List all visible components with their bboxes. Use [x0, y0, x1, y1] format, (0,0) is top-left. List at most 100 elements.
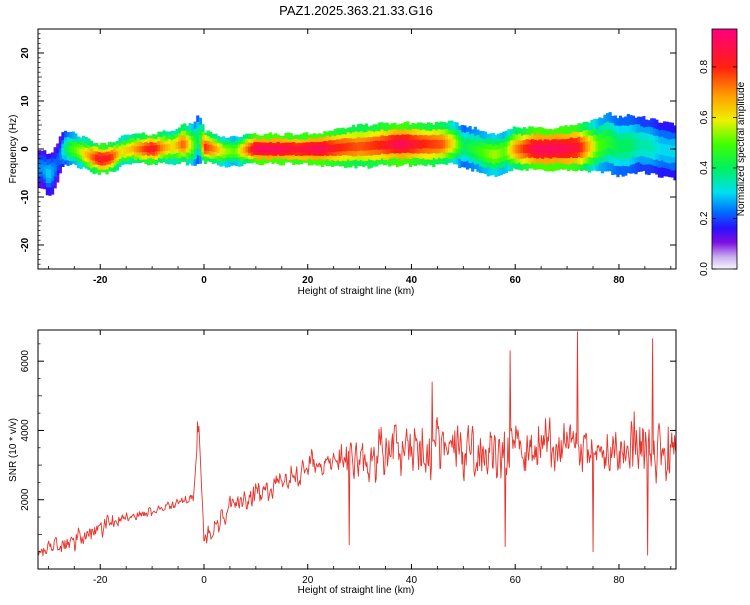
- spectrogram-cell: [351, 142, 355, 151]
- spectrogram-cell: [427, 139, 431, 149]
- spectrogram-cell: [235, 148, 239, 155]
- colorbar-frame: [711, 28, 738, 270]
- snr-panel: -20 0 20 40 60 80 2000 4000 6000 Height of stra…: [8, 329, 677, 596]
- spectrogram-cell: [577, 142, 581, 153]
- spectrogram-cell: [126, 147, 130, 154]
- spectrogram-cell: [346, 142, 350, 151]
- colorbar-gradient: [712, 29, 737, 269]
- spectrogram-cell: [227, 148, 231, 155]
- spectrogram-cell: [76, 147, 81, 155]
- snr-x-tick-label: 80: [613, 575, 625, 586]
- colorbar-ticks: 0.0 0.2 0.4 0.6 0.8: [699, 60, 737, 276]
- spectrogram-cell: [429, 139, 433, 149]
- spectrogram-cell: [144, 145, 148, 152]
- spectrogram-cell: [631, 138, 636, 151]
- spectrogram-cell: [486, 149, 490, 158]
- spectrogram-cell: [102, 155, 107, 162]
- spectrogram-cell: [159, 144, 164, 152]
- spectrogram-cell: [593, 141, 597, 152]
- spectrogram-cell: [133, 146, 138, 153]
- spectrogram-cell: [574, 142, 579, 153]
- spectrogram-cell: [603, 137, 607, 150]
- spectrogram-cell: [206, 144, 210, 152]
- spectrogram-cell: [489, 149, 493, 159]
- spectrogram-cell: [559, 144, 563, 154]
- spectrogram-cell: [281, 146, 285, 153]
- spectrogram-cell: [525, 144, 529, 153]
- spectrogram-cell: [533, 144, 537, 154]
- spectrogram-cell: [458, 140, 462, 150]
- spectrogram-x-axis: -20 0 20 40 60 80: [47, 29, 672, 286]
- spectrogram-cell: [165, 144, 169, 151]
- spectrogram-cell: [515, 144, 519, 154]
- spectrogram-cell: [45, 169, 49, 178]
- spectrogram-cell: [152, 145, 156, 153]
- spectrogram-cell: [315, 145, 319, 153]
- spectrogram-cell: [663, 144, 667, 156]
- spectrogram-cell: [141, 146, 145, 153]
- spectrogram-cell: [310, 145, 314, 152]
- snr-x-tick-label: 40: [406, 575, 418, 586]
- spectrogram-cell: [149, 145, 153, 152]
- colorbar-tick-label: 0.2: [699, 211, 710, 225]
- spectrogram-cell: [40, 164, 44, 173]
- spectrogram-cell: [245, 146, 249, 153]
- spectrogram-cell: [626, 139, 630, 152]
- spectrogram-cell: [624, 139, 628, 152]
- spectrogram-cell: [582, 141, 586, 152]
- spectrogram-cell: [336, 143, 340, 152]
- spectrogram-cell: [362, 142, 366, 151]
- spectrogram-cell: [551, 144, 555, 154]
- spectrogram-cell: [564, 144, 568, 154]
- spectrogram-cell: [380, 140, 384, 150]
- snr-x-tick-label: 60: [510, 575, 522, 586]
- spectrogram-cell: [338, 143, 343, 152]
- spectrogram-cell: [460, 141, 464, 151]
- spectrogram-cell: [535, 144, 540, 154]
- spectrogram-cell: [240, 147, 244, 154]
- spectrogram-cell: [74, 146, 78, 154]
- spectrogram-cell: [344, 143, 348, 152]
- spectrogram-cell: [232, 148, 236, 155]
- spectrogram-cell: [634, 138, 638, 151]
- spectrogram-cell: [305, 146, 309, 153]
- spectrogram-cell: [369, 141, 374, 151]
- spectrogram-cell: [105, 155, 109, 162]
- spectrogram-cell: [154, 145, 158, 152]
- spectrogram-cell: [652, 141, 656, 154]
- spectrogram-cell: [271, 145, 275, 153]
- spectrogram-cell: [180, 140, 184, 149]
- spectrogram-cell: [349, 142, 353, 151]
- spectrogram-cell: [367, 141, 371, 151]
- spectrogram-cell: [375, 140, 379, 150]
- spectrogram-cell: [556, 144, 560, 154]
- spectrogram-cell: [468, 143, 472, 153]
- spectrogram-cell: [414, 139, 418, 149]
- spectrogram-cell: [421, 139, 426, 149]
- spectrogram-cell: [644, 140, 649, 152]
- snr-x-label: Height of straight line (km): [298, 585, 415, 596]
- spectrogram-x-tick-label: -20: [93, 275, 108, 286]
- spectrogram-cell: [162, 144, 166, 151]
- snr-x-tick-label: 20: [302, 575, 314, 586]
- spectrogram-cell: [255, 145, 260, 152]
- colorbar: 0.0 0.2 0.4 0.6 0.8 Normalized spectral ampl…: [699, 28, 747, 276]
- spectrogram-cell: [434, 139, 438, 149]
- spectrogram-cell: [56, 157, 60, 166]
- spectrogram-cell: [445, 139, 449, 149]
- spectrogram-y-tick-label: 10: [20, 95, 31, 107]
- spectrogram-cell: [401, 139, 405, 149]
- spectrogram-cell: [325, 144, 330, 152]
- spectrogram-cell: [660, 143, 664, 155]
- spectrogram-cell: [390, 140, 394, 149]
- colorbar-tick-label: 0.6: [699, 110, 710, 124]
- spectrogram-cell: [655, 142, 659, 154]
- spectrogram-cell: [530, 145, 534, 154]
- spectrogram-cell: [561, 144, 566, 154]
- snr-x-tick-label: -20: [93, 575, 108, 586]
- spectrogram-cell: [95, 154, 99, 162]
- spectrogram-cell: [318, 145, 322, 153]
- spectrogram-cell: [294, 146, 298, 153]
- spectrogram-x-tick-label: 80: [613, 275, 625, 286]
